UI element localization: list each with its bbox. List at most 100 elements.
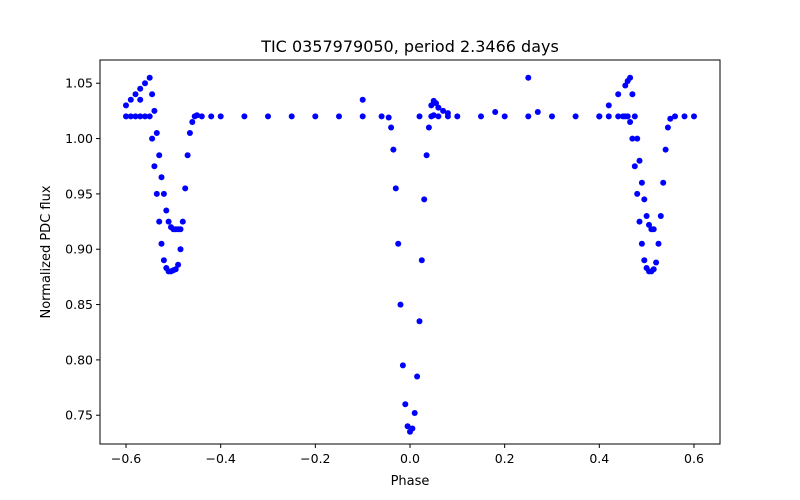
data-point [158, 240, 165, 247]
data-point [423, 152, 430, 159]
data-point [388, 124, 395, 131]
data-point [646, 221, 652, 228]
data-point [165, 218, 172, 225]
data-point [179, 218, 186, 225]
data-point [605, 113, 612, 120]
data-point [454, 113, 461, 120]
data-point [265, 113, 271, 120]
data-point [655, 240, 662, 247]
data-point [650, 226, 657, 233]
data-point [177, 226, 184, 233]
data-point [163, 207, 170, 214]
data-point [638, 179, 645, 186]
data-point [418, 257, 425, 264]
data-point [402, 401, 409, 408]
x-tick-label: 0.6 [684, 451, 704, 466]
data-point [641, 196, 648, 203]
data-point [127, 113, 134, 120]
data-point [177, 246, 184, 253]
data-point [127, 96, 134, 103]
data-point [615, 113, 622, 120]
data-point [146, 74, 153, 81]
data-point [411, 410, 418, 416]
data-point [525, 74, 532, 81]
data-point [643, 213, 650, 219]
data-point [416, 318, 423, 325]
data-point [629, 135, 636, 142]
data-point [534, 109, 541, 115]
data-point [478, 113, 484, 120]
y-tick-label: 0.90 [65, 242, 93, 257]
data-point [634, 135, 641, 142]
data-point [414, 373, 421, 380]
y-tick-label: 0.85 [65, 297, 93, 312]
data-point [660, 179, 667, 186]
data-point [667, 115, 674, 122]
data-point [153, 190, 160, 197]
data-point [149, 135, 156, 142]
x-tick-label: −0.6 [111, 451, 141, 466]
data-point [631, 113, 638, 120]
data-point [172, 266, 179, 273]
data-point [395, 240, 402, 247]
y-axis-ticks: 0.75 0.80 0.85 0.90 0.95 1.00 1.05 [65, 76, 100, 423]
data-point [175, 261, 182, 268]
data-point [435, 113, 442, 120]
data-point [137, 85, 144, 92]
data-point [622, 82, 629, 89]
data-point [184, 152, 191, 159]
y-tick-label: 0.80 [65, 352, 93, 367]
data-point [636, 157, 643, 164]
data-point [662, 146, 669, 153]
data-point [525, 113, 532, 120]
data-point [158, 174, 165, 181]
data-point [378, 113, 385, 120]
y-tick-label: 0.75 [65, 408, 93, 423]
x-tick-label: 0.2 [495, 451, 515, 466]
data-point [501, 113, 508, 120]
data-point [189, 119, 196, 125]
y-axis-label: Normalized PDC flux [39, 185, 54, 318]
data-point [149, 91, 156, 98]
data-point [198, 113, 205, 120]
data-point [421, 196, 428, 203]
data-point [359, 96, 366, 103]
data-point [397, 301, 404, 308]
data-point [312, 113, 319, 120]
data-point [359, 113, 366, 120]
data-point [123, 102, 129, 109]
data-point [435, 104, 442, 111]
data-point [416, 113, 423, 120]
data-point [409, 425, 416, 432]
data-point [624, 113, 631, 120]
data-point [657, 213, 664, 219]
data-point [664, 124, 671, 131]
x-tick-label: −0.4 [206, 451, 236, 466]
data-point [399, 362, 406, 369]
data-point [194, 112, 200, 119]
data-point [430, 112, 437, 119]
x-axis-label: Phase [391, 474, 430, 489]
data-point [672, 113, 678, 120]
data-point [650, 266, 657, 273]
data-point [132, 91, 139, 98]
x-tick-label: 0.0 [400, 451, 420, 466]
y-tick-label: 0.95 [65, 186, 93, 201]
y-tick-label: 1.05 [65, 76, 93, 91]
data-point [631, 163, 638, 170]
data-point [404, 423, 411, 430]
data-point [208, 113, 215, 120]
data-point [596, 113, 603, 120]
data-point [605, 102, 612, 109]
data-point [156, 218, 163, 225]
data-point [641, 257, 648, 264]
data-point [137, 113, 144, 120]
data-point [636, 218, 643, 225]
x-tick-label: 0.4 [589, 451, 609, 466]
data-point [385, 114, 392, 121]
data-point [444, 110, 451, 117]
data-point [160, 190, 167, 197]
data-point [336, 113, 342, 120]
data-point [142, 113, 148, 120]
